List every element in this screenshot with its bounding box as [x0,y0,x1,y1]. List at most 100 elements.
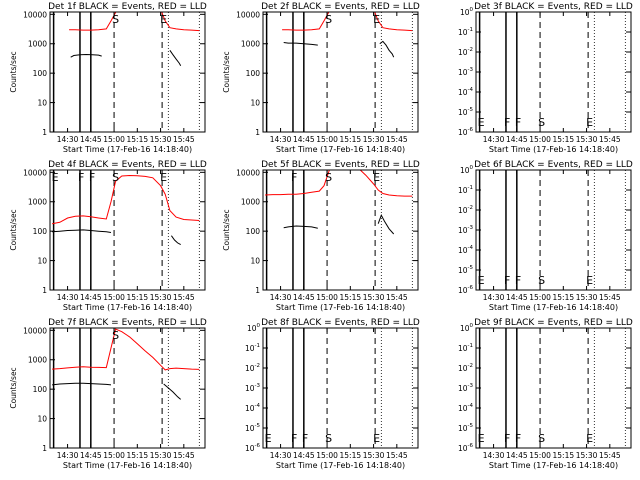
y-tick-label: 1000 [28,40,47,49]
plot-area [52,170,200,290]
x-tick-label: 14:30 [270,451,292,460]
marker-label-e: E [265,432,272,445]
y-tick-label: 10-6 [458,127,474,137]
series-events-line [283,42,318,46]
y-tick-label: 10-5 [458,423,474,433]
y-tick-label: 10-1 [458,343,473,353]
panel-title: Det 6f BLACK = Events, RED = LLD [474,160,633,170]
series-lld-line [69,12,200,32]
y-tick-label: 1 [42,286,47,295]
x-tick-label: 14:45 [80,451,102,460]
y-tick-label: 10 [37,415,47,424]
y-tick-label: 1000 [28,356,47,365]
x-axis-label: Start Time (17-Feb-16 14:18:40) [276,145,405,154]
y-tick-label: 10-5 [458,107,474,117]
x-axis-label: Start Time (17-Feb-16 14:18:40) [63,303,192,312]
series-lld-line [52,328,200,371]
x-tick-label: 14:45 [80,135,102,144]
x-axis-label: Start Time (17-Feb-16 14:18:40) [276,461,405,470]
plot-frame [475,169,632,291]
y-tick-label: 10-3 [458,383,474,393]
x-tick-label: 14:30 [483,135,505,144]
y-tick-label: 10-6 [458,443,474,453]
y-tick-label: 10-3 [245,383,261,393]
plot-area [52,328,200,448]
series-events-line [379,40,395,58]
marker-label-e: E [160,171,167,184]
y-tick-label: 10000 [23,168,47,177]
marker-label-f: F [504,432,510,445]
x-axis-label: Start Time (17-Feb-16 14:18:40) [489,461,618,470]
x-tick-label: 15:15 [127,293,149,302]
y-tick-label: 100 [33,385,48,394]
marker-label-s: S [538,274,545,287]
x-tick-label: 14:45 [80,293,102,302]
marker-label-f: F [515,116,521,129]
plot-frame [262,169,419,291]
marker-label-f: F [504,116,510,129]
x-tick-label: 15:45 [599,451,621,460]
x-tick-label: 15:00 [529,451,551,460]
marker-label-f: F [302,432,308,445]
panel-title: Det 4f BLACK = Events, RED = LLD [48,160,207,170]
marker-label-e: E [478,432,485,445]
x-tick-label: 15:00 [316,135,338,144]
plot-area [265,170,413,290]
marker-label-e: E [52,171,59,184]
x-tick-label: 14:45 [506,293,528,302]
plot-frame [262,327,419,449]
x-tick-label: 15:45 [386,135,408,144]
marker-label-f: F [515,432,521,445]
marker-label-f: F [515,274,521,287]
y-tick-label: 100 [247,323,261,333]
plot-frame [262,11,419,133]
x-tick-label: 15:00 [529,293,551,302]
panel-title: Det 5f BLACK = Events, RED = LLD [261,160,420,170]
panel-det-9: Det 9f BLACK = Events, RED = LLD E F F S E 14:… [458,318,633,470]
y-tick-label: 10-2 [458,205,473,215]
y-tick-label: 10-6 [245,443,261,453]
plot-area [52,12,200,132]
plot-frame [475,11,632,133]
x-tick-label: 15:00 [103,293,125,302]
y-tick-label: 10-1 [458,27,473,37]
x-tick-label: 15:15 [340,293,362,302]
y-tick-label: 10-2 [458,47,473,57]
marker-label-s: S [538,432,545,445]
marker-label-f: F [89,171,95,184]
x-axis-label: Start Time (17-Feb-16 14:18:40) [276,303,405,312]
marker-label-f: F [291,432,297,445]
plot-area [265,12,413,132]
x-tick-label: 14:45 [293,451,315,460]
y-tick-label: 100 [460,7,474,17]
marker-label-e: E [373,13,380,26]
marker-label-s: S [112,171,119,184]
plot-frame [49,169,206,291]
marker-label-e: E [373,171,380,184]
y-axis-label: Counts/sec [222,51,231,92]
plot-area [478,12,626,132]
series-lld-line [52,174,200,225]
panel-title: Det 3f BLACK = Events, RED = LLD [474,2,633,12]
x-tick-label: 15:00 [316,451,338,460]
series-events-line [169,50,182,66]
marker-label-e: E [586,116,593,129]
plot-area [265,328,413,448]
x-tick-label: 15:45 [386,451,408,460]
y-tick-label: 10-2 [458,363,473,373]
y-axis-label: Counts/sec [9,51,18,92]
x-tick-label: 14:30 [57,451,79,460]
y-tick-label: 10-5 [245,423,261,433]
panel-det-6: Det 6f BLACK = Events, RED = LLD E F F S E 14:… [458,160,633,312]
panel-title: Det 2f BLACK = Events, RED = LLD [261,2,420,12]
y-tick-label: 10000 [23,326,47,335]
plot-frame [475,327,632,449]
x-tick-label: 15:45 [599,135,621,144]
marker-label-s: S [325,432,332,445]
y-tick-label: 100 [460,323,474,333]
x-tick-label: 15:00 [103,135,125,144]
x-tick-label: 14:30 [57,293,79,302]
y-tick-label: 10-6 [458,285,474,295]
